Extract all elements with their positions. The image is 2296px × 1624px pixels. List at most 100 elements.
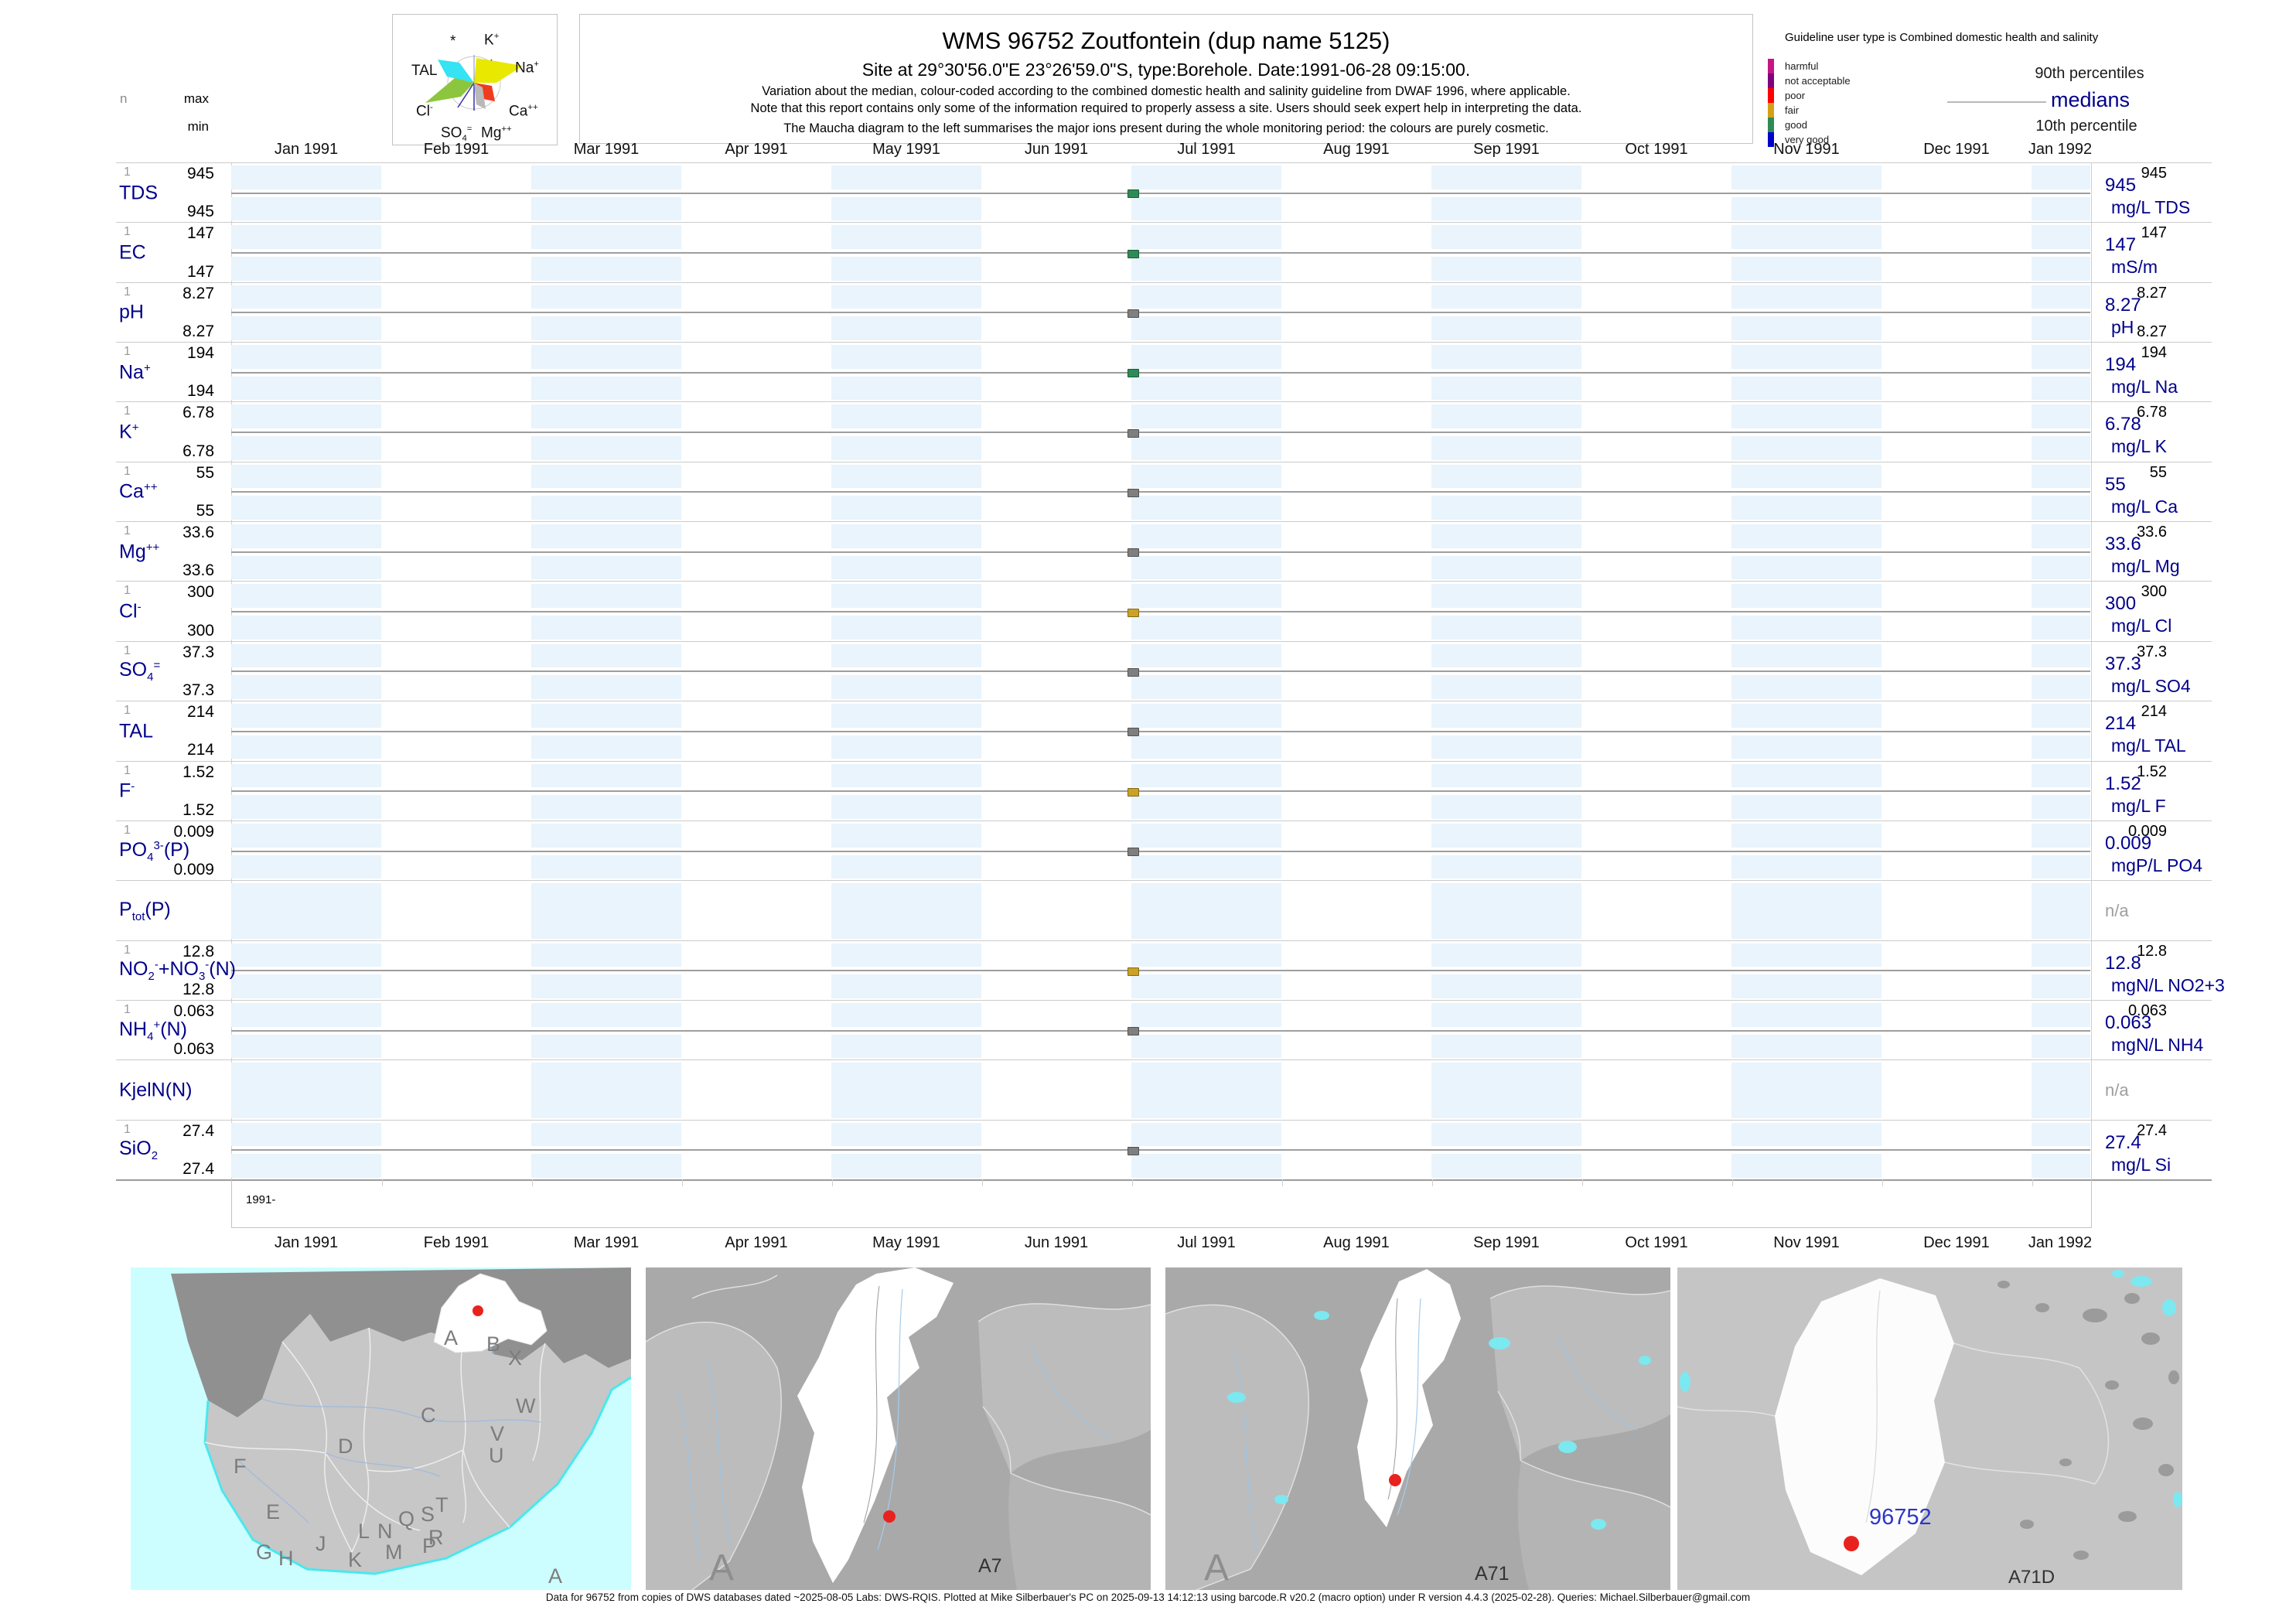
drainage-letter-E: E: [266, 1500, 280, 1523]
map2-panel-label: A7: [978, 1555, 1002, 1577]
param-row: 1 33.6 33.6 33.6 33.6 mg/L Mg Mg++: [116, 521, 2212, 582]
map3-region-letter: A: [1204, 1547, 1229, 1588]
month-band: [231, 643, 2090, 668]
month-label: Aug 1991: [1323, 1234, 1390, 1251]
max-value: 12.8: [183, 942, 214, 960]
ion-label: Ca++: [509, 103, 538, 120]
param-label: SiO2: [119, 1138, 159, 1163]
p90-value: 27.4: [2137, 1121, 2167, 1139]
max-value: 55: [196, 463, 214, 482]
month-band: [231, 555, 2090, 580]
median-value: 0.063: [2105, 1012, 2152, 1033]
drainage-letter-G: G: [256, 1540, 272, 1564]
month-label: May 1991: [872, 141, 940, 158]
month-label: Oct 1991: [1625, 1234, 1688, 1251]
maucha-diagram: [425, 55, 523, 111]
na-label: n/a: [2105, 1080, 2129, 1100]
month-band: [231, 855, 2090, 879]
param-label: NH4+(N): [119, 1018, 187, 1043]
water-bodies: [1680, 1270, 2182, 1507]
p90-value: 8.27: [2137, 284, 2167, 302]
max-value: 194: [186, 344, 214, 363]
ion-label: K+: [484, 32, 500, 49]
param-row: 1 12.8 12.8 12.8 12.8 mgN/L NO2+3 NO2-+NO3-(N): [116, 940, 2225, 1001]
param-label: F-: [119, 780, 135, 802]
class-color-swatch: [1768, 59, 1774, 73]
median-line: [231, 850, 2090, 852]
sample-count: 1: [124, 643, 131, 657]
median-value: 0.009: [2105, 832, 2152, 854]
unit-label: mg/L TDS: [2111, 197, 2191, 217]
unit-label: mg/L TAL: [2111, 735, 2186, 756]
drainage-letter-V: V: [490, 1422, 504, 1445]
drainage-letter-U: U: [489, 1444, 504, 1467]
median-value: 8.27: [2105, 294, 2141, 316]
p90-value: 55: [2149, 463, 2167, 481]
month-tick: [832, 1179, 833, 1186]
sample-point: [1128, 428, 1139, 438]
max-value: 300: [186, 583, 214, 602]
drainage-letter-F: F: [234, 1455, 247, 1478]
class-color-swatch: [1768, 132, 1774, 147]
land-patches: [1997, 1281, 2179, 1560]
top-month-axis: Jan 1991 Feb 1991 Mar 1991 Apr 1991 May 1991…: [0, 141, 2296, 161]
water-bodies: [1227, 1289, 1651, 1530]
sample-count: 1: [124, 584, 131, 598]
maucha-diagram-panel: * K+ TAL Na+ Cl- Ca++ SO4= Mg++: [392, 14, 558, 145]
median-line: [231, 670, 2090, 673]
param-label: Ca++: [119, 480, 158, 503]
unit-label: mS/m: [2111, 257, 2158, 278]
guideline-heading: Guideline user type is Combined domestic…: [1785, 31, 2099, 44]
month-band: [231, 196, 2090, 221]
guideline-class-item: not acceptable: [1768, 73, 1851, 88]
median-value: 33.6: [2105, 534, 2141, 555]
month-label: Jul 1991: [1177, 141, 1236, 158]
page-title: WMS 96752 Zoutfontein (dup name 5125): [942, 27, 1390, 54]
param-label: KjelN(N): [119, 1079, 193, 1101]
unit-label: mgP/L PO4: [2111, 855, 2203, 875]
sample-point: [1128, 548, 1139, 558]
year-band-label: 1991-: [246, 1193, 276, 1206]
sample-count: 1: [124, 943, 131, 957]
max-column-header: max: [183, 91, 209, 106]
guideline-class-item: harmful: [1768, 59, 1851, 73]
param-row: 1 37.3 37.3 37.3 37.3 mg/L SO4 SO4=: [116, 640, 2212, 702]
month-band: [231, 436, 2090, 460]
map3-panel-label: A71: [1475, 1563, 1509, 1585]
max-value: 945: [186, 165, 214, 183]
p90-value: 300: [2141, 583, 2167, 601]
param-row: n/a Ptot(P): [116, 880, 2212, 941]
catchment-a71d: [1775, 1278, 1954, 1575]
maucha-wedge-tal: [438, 60, 474, 83]
ion-label: TAL: [411, 63, 438, 79]
median-line: [231, 312, 2090, 314]
site-marker: [1844, 1536, 1859, 1551]
max-value: 0.063: [173, 1001, 214, 1020]
month-band: [231, 883, 2090, 939]
ion-label: Mg++: [481, 125, 512, 142]
ion-label: SO4=: [441, 125, 473, 144]
max-value: 147: [186, 224, 214, 243]
site-marker: [883, 1510, 896, 1523]
month-band: [231, 524, 2090, 548]
median-line: [231, 432, 2090, 434]
max-value: 214: [186, 703, 214, 722]
param-row: 1 6.78 6.78 6.78 6.78 mg/L K K+: [116, 401, 2212, 462]
param-row: 1 0.009 0.009 0.009 0.009 mgP/L PO4 PO43-(P): [116, 820, 2212, 882]
month-band: [231, 616, 2090, 640]
month-label: Nov 1991: [1773, 141, 1840, 158]
footer-provenance: Data for 96752 from copies of DWS databa…: [545, 1592, 1751, 1603]
catchment-borders: [1677, 1343, 2110, 1485]
month-label: Sep 1991: [1473, 1234, 1540, 1251]
guideline-class-legend: harmful not acceptable poor fair good very go…: [1768, 59, 1851, 147]
sample-count: 1: [124, 704, 131, 718]
month-band: [231, 704, 2090, 728]
max-value: 33.6: [183, 524, 214, 542]
min-value: 945: [186, 203, 214, 221]
p90-legend-label: 90th percentiles: [2035, 65, 2144, 82]
maucha-wedge-mg: [474, 83, 486, 109]
unit-label: mg/L Mg: [2111, 556, 2180, 577]
median-value: 945: [2105, 175, 2137, 196]
median-value: 55: [2105, 473, 2126, 495]
drainage-letter-J: J: [316, 1532, 326, 1555]
